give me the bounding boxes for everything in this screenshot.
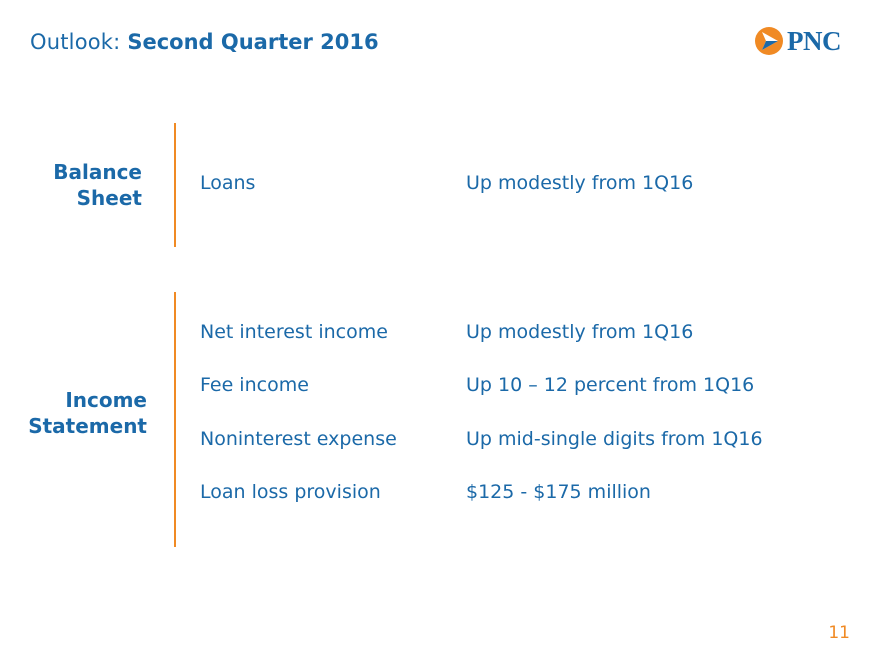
item-label-fee-income: Fee income	[200, 374, 309, 396]
item-label-net-interest-income: Net interest income	[200, 321, 388, 343]
page-title: Outlook: Second Quarter 2016	[30, 28, 379, 57]
item-value-loan-loss-provision: $125 - $175 million	[466, 481, 651, 503]
section-label-line: Balance	[53, 160, 142, 184]
item-value-fee-income: Up 10 – 12 percent from 1Q16	[466, 374, 755, 396]
section-label-income-statement: Income Statement	[28, 387, 147, 439]
section-label-line: Statement	[28, 414, 147, 438]
page-number: 11	[828, 623, 850, 643]
section-divider	[174, 292, 176, 547]
pnc-logo: PNC	[754, 26, 842, 56]
section-label-balance-sheet: Balance Sheet	[53, 159, 142, 211]
item-value-noninterest-expense: Up mid-single digits from 1Q16	[466, 428, 763, 450]
item-value-net-interest-income: Up modestly from 1Q16	[466, 321, 694, 343]
item-label-noninterest-expense: Noninterest expense	[200, 428, 397, 450]
title-prefix: Outlook:	[30, 30, 128, 54]
section-label-line: Income	[65, 388, 147, 412]
pnc-logo-mark-icon	[755, 27, 783, 55]
section-label-line: Sheet	[76, 186, 142, 210]
logo-text: PNC	[787, 26, 842, 56]
item-label-loan-loss-provision: Loan loss provision	[200, 481, 381, 503]
item-value-loans: Up modestly from 1Q16	[466, 172, 694, 194]
section-divider	[174, 123, 176, 247]
title-main: Second Quarter 2016	[127, 30, 379, 54]
item-label-loans: Loans	[200, 172, 256, 194]
